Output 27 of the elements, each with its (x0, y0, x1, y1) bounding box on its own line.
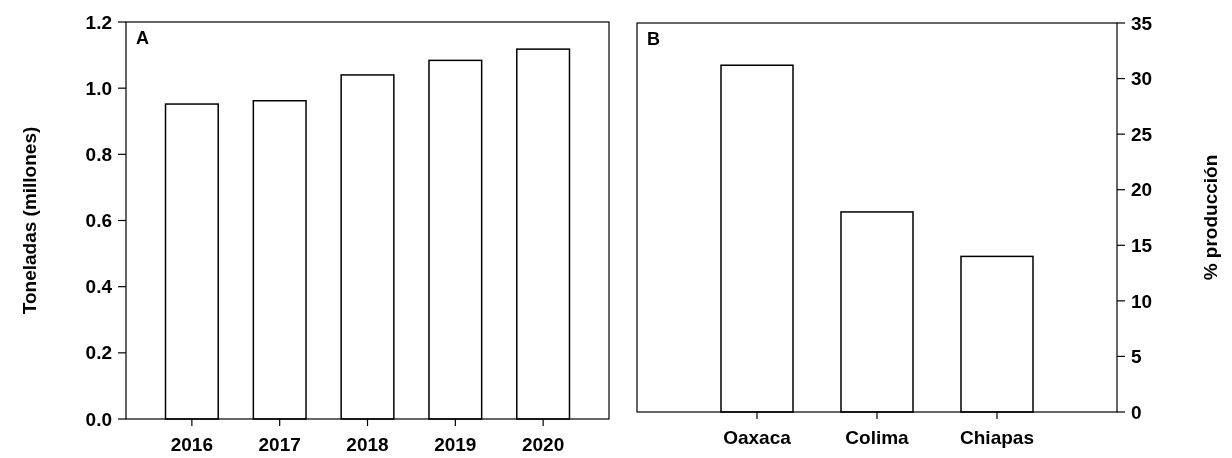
y2-tick-label: 35 (1131, 12, 1153, 34)
x-tick-label: 2016 (170, 434, 213, 455)
x-tick-label: Chiapas (960, 427, 1034, 448)
y2-tick-label: 30 (1131, 68, 1153, 90)
y-tick-label: 0.2 (85, 342, 112, 364)
y2-tick-label: 5 (1131, 346, 1142, 368)
y2-tick-label: 20 (1131, 179, 1153, 201)
y-tick-label: 0.6 (85, 210, 112, 232)
x-tick-label: 2017 (258, 434, 301, 455)
y2-tick-label: 10 (1131, 290, 1153, 312)
y2-tick-label: 15 (1131, 234, 1153, 256)
x-tick-label: Colima (845, 427, 910, 448)
x-tick-label: 2018 (346, 434, 389, 455)
y2-axis-title: % producción (1200, 154, 1221, 281)
y-axis-title: Toneladas (millones) (19, 126, 40, 315)
chart-title: B (647, 29, 660, 49)
y-tick-label: 0.4 (85, 276, 113, 298)
y-tick-label: 1.2 (85, 11, 112, 33)
y-tick-label: 0.0 (85, 408, 112, 430)
y2-tick-label: 25 (1131, 123, 1153, 145)
y-tick-label: 0.8 (85, 143, 112, 165)
x-tick-label: 2019 (434, 434, 477, 455)
chart-title: A (136, 28, 149, 48)
x-tick-label: 2020 (522, 434, 565, 455)
y2-tick-label: 0 (1131, 401, 1142, 423)
y-tick-label: 1.0 (85, 77, 112, 99)
x-tick-label: Oaxaca (723, 427, 792, 448)
